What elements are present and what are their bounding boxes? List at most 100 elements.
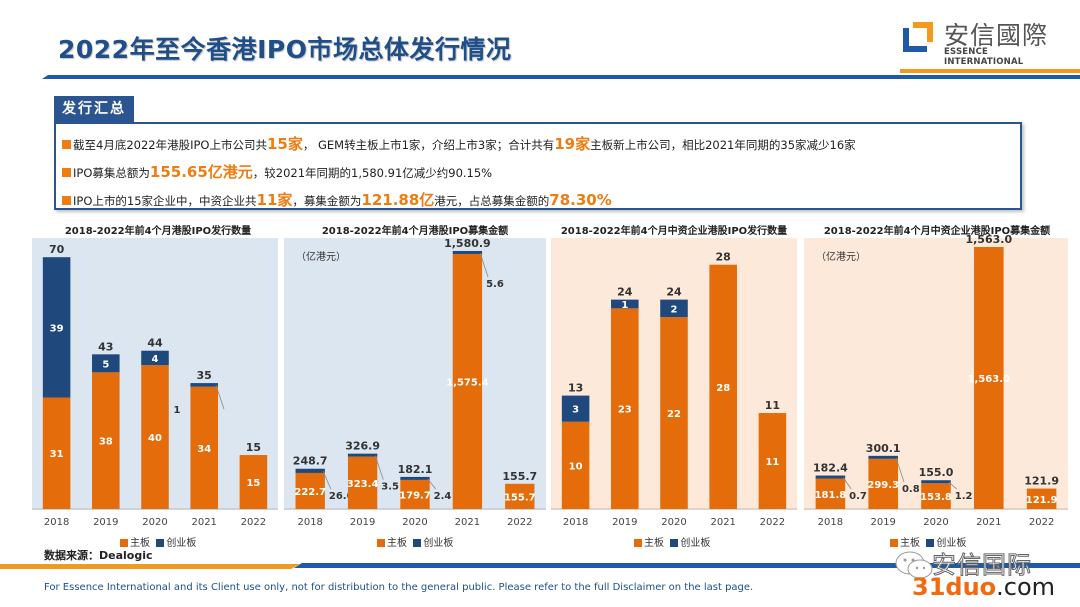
summary-box: 截至4月底2022年港股IPO上市公司共15家， GEM转主板上市1家，介绍上市… bbox=[54, 122, 1022, 210]
x-tick-label: 2019 bbox=[350, 517, 375, 528]
bar-gem bbox=[347, 453, 378, 457]
data-label-total: 300.1 bbox=[866, 442, 901, 455]
summary-line-2: IPO募集总额为155.65亿港元，较2021年同期的1,580.91亿减少约9… bbox=[62, 161, 492, 182]
chart-2-plot-area bbox=[284, 238, 546, 510]
disclaimer: For Essence International and its Client… bbox=[44, 582, 754, 593]
data-label-total: 70 bbox=[49, 243, 65, 256]
data-label-main-board: 38 bbox=[99, 437, 113, 448]
bar-main-board bbox=[295, 472, 325, 509]
bar-gem bbox=[141, 350, 169, 366]
data-label-main-board: 155.7 bbox=[504, 492, 536, 503]
data-label-main-board: 22 bbox=[667, 409, 681, 420]
bar-gem bbox=[452, 250, 483, 254]
bar-gem bbox=[611, 299, 639, 309]
data-label-gem: 2.4 bbox=[434, 491, 452, 502]
bar-gem bbox=[190, 383, 218, 387]
x-tick-label: 2022 bbox=[241, 517, 266, 528]
bar-main-board bbox=[42, 397, 71, 509]
chart-4-title: 2018-2022年前4个月中资企业港股IPO募集金额 bbox=[823, 226, 1051, 237]
footer-blue-rule bbox=[294, 563, 1080, 568]
legend-gem-label: 创业板 bbox=[680, 538, 711, 549]
data-label-total: 326.9 bbox=[345, 440, 380, 453]
data-label-total: 155.0 bbox=[919, 466, 954, 479]
bar-main-board bbox=[141, 365, 169, 509]
logo-mark-icon bbox=[903, 22, 933, 52]
chart-4-unit-label: （亿港元） bbox=[816, 250, 866, 263]
summary-line-1: 截至4月底2022年港股IPO上市公司共15家， GEM转主板上市1家，介绍上市… bbox=[62, 133, 856, 154]
title-underline bbox=[42, 75, 1080, 79]
bar-main-board bbox=[611, 308, 639, 509]
legend-gem-label: 创业板 bbox=[936, 538, 967, 549]
summary-highlight: 11家 bbox=[256, 191, 293, 209]
x-tick-label: 2019 bbox=[612, 517, 637, 528]
summary-line-3: IPO上市的15家企业中，中资企业共11家，募集金额为121.88亿港元，占总募… bbox=[62, 189, 612, 210]
data-label-main-board: 23 bbox=[618, 405, 632, 416]
callout-line bbox=[374, 455, 384, 480]
summary-text: ， GEM转主板上市1家，介绍上市3家；合计共有 bbox=[302, 138, 555, 152]
callout-line bbox=[479, 252, 489, 278]
chat-bubble-icon bbox=[895, 551, 933, 579]
x-tick-label: 2018 bbox=[563, 517, 588, 528]
bar-gem bbox=[295, 468, 325, 473]
chart-2-legend: 主板 创业板 bbox=[377, 534, 453, 549]
bar-main-board bbox=[452, 253, 483, 509]
x-tick-label: 2022 bbox=[507, 517, 532, 528]
watermark-cn: 安信国际 bbox=[932, 551, 1032, 580]
data-label-gem: 26.0 bbox=[329, 491, 354, 502]
summary-highlight: 155.65亿港元 bbox=[149, 163, 253, 181]
legend-main-board-label: 主板 bbox=[130, 538, 150, 549]
data-label-gem: 1.2 bbox=[955, 491, 973, 502]
bar-gem bbox=[921, 480, 951, 484]
x-tick-label: 2020 bbox=[142, 517, 167, 528]
data-label-main-board: 299.3 bbox=[867, 480, 899, 491]
data-label-main-board: 323.4 bbox=[347, 479, 379, 490]
data-label-total: 1,580.9 bbox=[444, 237, 491, 250]
summary-text: IPO上市的15家企业中，中资企业共 bbox=[73, 194, 257, 208]
callout-line bbox=[322, 470, 332, 490]
bar-main-board bbox=[758, 413, 787, 509]
bar-main-board bbox=[974, 247, 1004, 510]
chart-2-title: 2018-2022年前4个月港股IPO募集金额 bbox=[321, 226, 509, 237]
footer-orange-rule bbox=[0, 564, 300, 569]
legend-gem-label: 创业板 bbox=[423, 538, 454, 549]
data-label-total: 155.7 bbox=[502, 470, 537, 483]
summary-text: IPO募集总额为 bbox=[73, 166, 150, 180]
bar-main-board bbox=[347, 456, 378, 509]
data-label-main-board: 222.7 bbox=[294, 487, 326, 498]
data-label-total: 1,563.0 bbox=[965, 233, 1012, 246]
company-logo: 安信國際 ESSENCE INTERNATIONAL bbox=[900, 14, 1070, 67]
data-label-gem: 3 bbox=[572, 405, 579, 416]
callout-line bbox=[842, 477, 852, 490]
data-label-gem: 5.6 bbox=[486, 279, 504, 290]
bar-gem bbox=[868, 455, 898, 459]
callout-line bbox=[215, 384, 225, 410]
callout-line bbox=[948, 481, 958, 490]
data-label-total: 121.9 bbox=[1024, 475, 1059, 488]
x-tick-label: 2021 bbox=[455, 517, 480, 528]
summary-text: 主板新上市公司，相比2021年同期的35家减少16家 bbox=[590, 138, 856, 152]
data-label-main-board: 31 bbox=[50, 449, 64, 460]
bar-gem bbox=[400, 476, 430, 480]
callout-line bbox=[427, 478, 436, 490]
data-label-total: 13 bbox=[568, 382, 583, 395]
bullet-square-icon bbox=[62, 168, 71, 177]
data-source: 数据来源：Dealogic bbox=[44, 549, 153, 562]
legend-gem-swatch bbox=[413, 539, 422, 547]
chart-1-title: 2018-2022年前4个月港股IPO发行数量 bbox=[64, 226, 252, 237]
watermark-url-main: 31duo bbox=[912, 573, 997, 601]
x-tick-label: 2019 bbox=[93, 517, 118, 528]
bar-main-board bbox=[815, 478, 846, 509]
data-label-total: 24 bbox=[666, 286, 682, 299]
data-label-main-board: 121.9 bbox=[1026, 495, 1058, 506]
data-label-main-board: 181.8 bbox=[815, 490, 847, 501]
data-label-total: 24 bbox=[617, 286, 633, 299]
watermark-url-tld: .com bbox=[996, 573, 1056, 601]
logo-text-en: ESSENCE INTERNATIONAL bbox=[944, 47, 1024, 67]
bar-gem bbox=[42, 257, 71, 398]
data-label-gem: 4 bbox=[152, 354, 159, 365]
bar-main-board bbox=[561, 421, 590, 509]
data-label-total: 44 bbox=[147, 337, 163, 350]
data-label-total: 182.4 bbox=[813, 462, 848, 475]
data-label-main-board: 153.8 bbox=[920, 492, 952, 503]
bar-main-board bbox=[1026, 488, 1057, 509]
